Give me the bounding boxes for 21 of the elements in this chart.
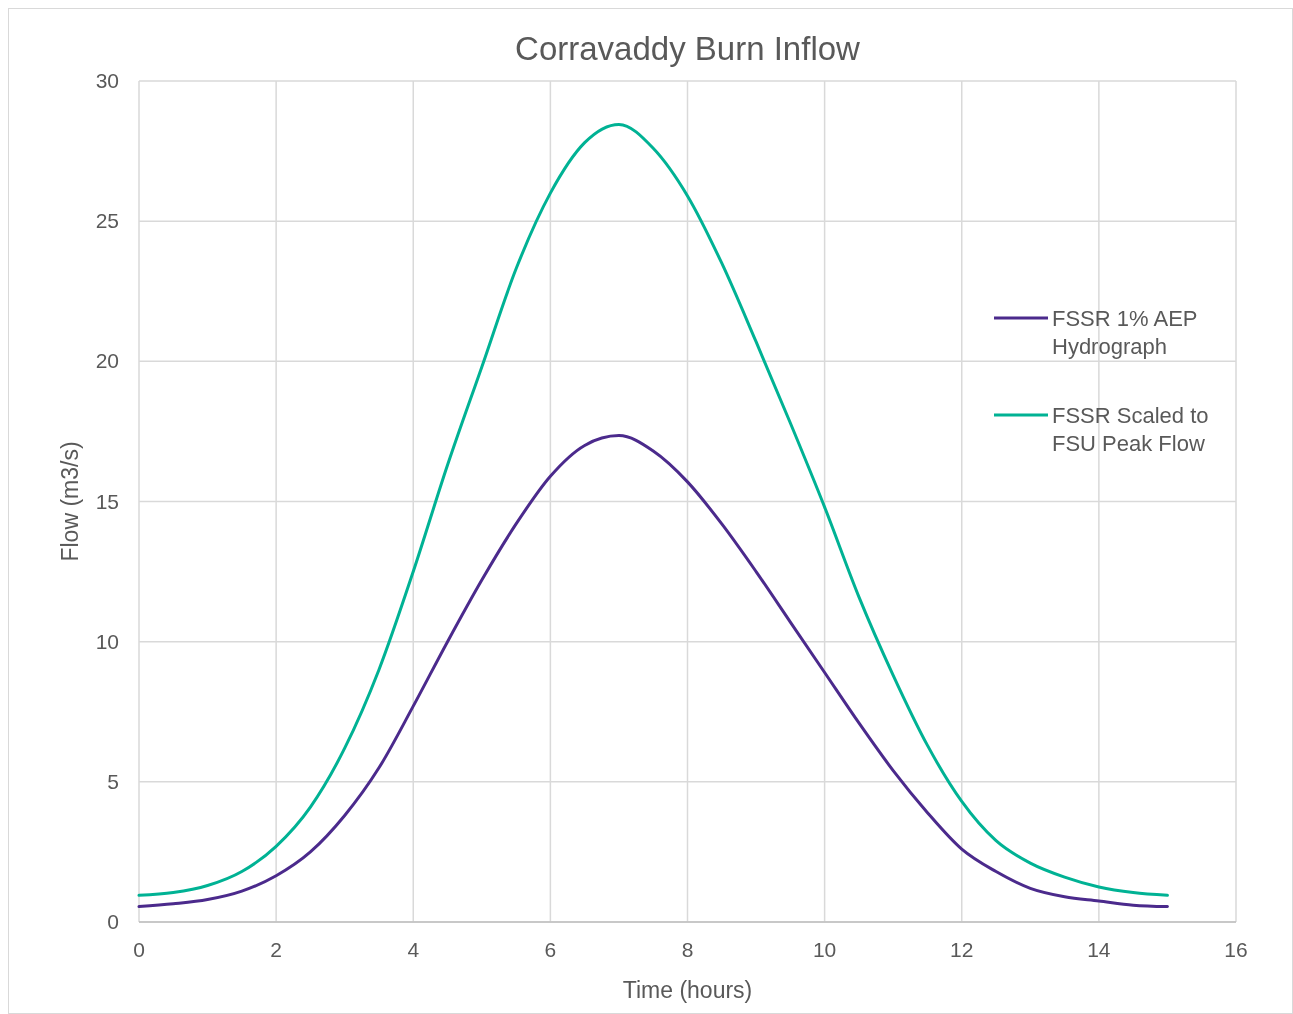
legend-label: FSSR Scaled to FSU Peak Flow — [1052, 403, 1209, 456]
x-tick-label: 8 — [681, 938, 694, 961]
x-tick-label: 2 — [270, 938, 282, 961]
y-tick-label: 25 — [95, 209, 119, 233]
legend-label: FSSR 1% AEP Hydrograph — [1052, 306, 1198, 359]
x-tick-label: 14 — [1087, 938, 1111, 961]
x-tick-label: 0 — [133, 938, 145, 961]
y-tick-label: 0 — [107, 910, 119, 933]
chart-title: Corravaddy Burn Inflow — [515, 30, 861, 67]
y-tick-label: 30 — [95, 69, 119, 92]
y-tick-label: 15 — [95, 489, 119, 513]
x-tick-label: 10 — [812, 938, 837, 961]
x-tick-label: 12 — [950, 938, 974, 961]
y-axis-title: Flow (m3/s) — [57, 441, 83, 562]
x-tick-label: 16 — [1224, 938, 1248, 961]
y-tick-label: 20 — [95, 349, 119, 373]
x-tick-label: 4 — [407, 938, 420, 961]
x-axis-title: Time (hours) — [622, 977, 753, 1003]
y-tick-label: 10 — [95, 629, 119, 653]
y-tick-label: 5 — [107, 769, 119, 793]
x-tick-label: 6 — [544, 938, 557, 961]
